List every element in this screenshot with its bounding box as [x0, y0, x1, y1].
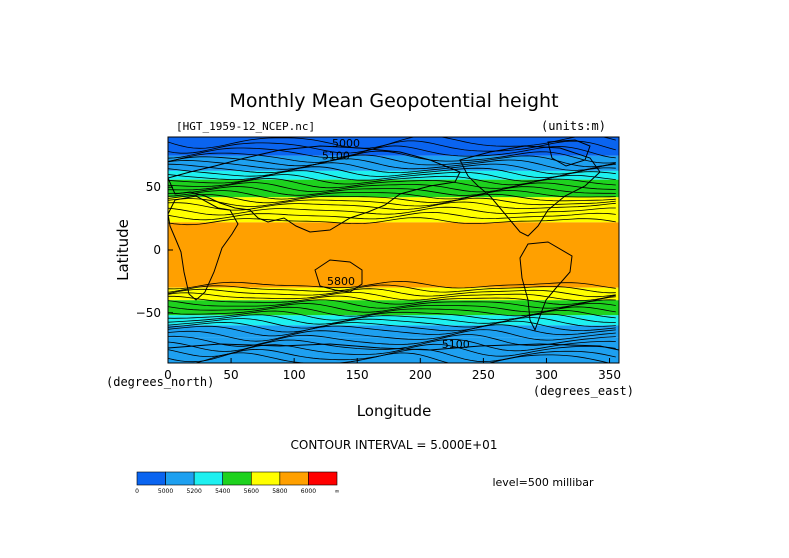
contour-label-0: 5000 — [332, 137, 360, 150]
contour-line-25 — [168, 299, 616, 309]
y-tick-label-1: 0 — [153, 243, 161, 257]
contour-label-3: 5100 — [442, 338, 470, 351]
contour-line-2 — [168, 145, 616, 159]
continent-south-america — [519, 241, 573, 332]
contour-line-10 — [168, 178, 616, 189]
color-band-1 — [168, 155, 619, 171]
contour-line-16 — [168, 201, 616, 211]
contour-interval-text: CONTOUR INTERVAL = 5.000E+01 — [291, 438, 498, 452]
contour-line-21 — [168, 284, 616, 294]
contour-line-22 — [168, 288, 616, 298]
y-axis-label: Latitude — [114, 219, 132, 281]
contour-line-34 — [168, 334, 616, 347]
colorbar-label-4: 5600 — [244, 488, 259, 495]
contour-line-18 — [168, 211, 616, 221]
continent-greenland — [547, 139, 591, 167]
colorbar-label-1: 5000 — [158, 488, 173, 495]
contour-line-15 — [168, 197, 616, 207]
x-tick-label-5: 250 — [472, 368, 495, 382]
color-band-2 — [168, 170, 619, 180]
contour-line-11 — [168, 182, 616, 193]
contour-line-14 — [168, 193, 616, 204]
contour-line-1 — [168, 140, 616, 154]
contour-line-23 — [168, 292, 616, 301]
x-axis-unit: (degrees_east) — [533, 384, 634, 398]
continent-eurasia — [168, 145, 461, 233]
contour-line-24 — [168, 295, 616, 305]
colorbar-label-5: 5800 — [272, 488, 287, 495]
continent-north-america — [459, 145, 601, 237]
contour-line-4 — [168, 154, 616, 168]
contour-line-37 — [168, 348, 616, 363]
contour-lines — [168, 137, 616, 363]
contour-line-20 — [168, 280, 616, 290]
colorbar-swatch-0 — [136, 471, 166, 486]
contour-line-7 — [168, 166, 616, 178]
contour-line-38 — [193, 352, 612, 363]
color-band-4 — [168, 197, 619, 209]
colorbar-swatch-2 — [193, 471, 224, 486]
contour-line-17 — [168, 206, 616, 216]
contour-line-31 — [168, 320, 616, 333]
x-axis-ticks: 0 50 100 150 200 250 300 350 — [164, 358, 621, 382]
contour-line-5 — [168, 158, 616, 171]
continent-africa — [168, 195, 239, 301]
colorbar-swatch-3 — [222, 471, 252, 486]
contour-line-32 — [168, 324, 616, 337]
contour-line-36 — [168, 343, 616, 358]
colorbar-swatch-5 — [279, 471, 309, 486]
x-tick-label-0: 0 — [164, 368, 172, 382]
contour-label-2: 5800 — [327, 275, 355, 288]
y-tick-label-0: −50 — [136, 306, 161, 320]
x-axis-label: Longitude — [357, 402, 432, 420]
colorbar: 0 5000 5200 5400 5600 5800 6000 ∞ — [135, 471, 340, 495]
y-axis-unit: (degrees_north) — [106, 375, 214, 389]
colorbar-label-3: 5400 — [215, 488, 230, 495]
continent-antarctica — [168, 343, 619, 351]
color-bands — [168, 137, 619, 363]
x-tick-label-2: 100 — [283, 368, 306, 382]
color-band-6 — [168, 222, 619, 288]
contour-label-1: 5100 — [322, 150, 350, 163]
level-text: level=500 millibar — [492, 476, 594, 489]
x-tick-label-6: 300 — [535, 368, 558, 382]
y-tick-label-2: 50 — [146, 180, 161, 194]
colorbar-swatch-4 — [250, 471, 281, 486]
contour-line-6 — [168, 162, 616, 175]
contour-line-12 — [168, 186, 616, 196]
colorbar-label-0: 0 — [135, 488, 139, 495]
x-tick-label-7: 350 — [598, 368, 621, 382]
colorbar-label-2: 5200 — [187, 488, 202, 495]
contour-line-3 — [168, 150, 616, 164]
contour-line-29 — [168, 313, 616, 325]
x-tick-label-4: 200 — [409, 368, 432, 382]
chart-subtitle-file: [HGT_1959-12_NCEP.nc] — [176, 120, 315, 133]
colorbar-swatch-6 — [308, 471, 338, 486]
colorbar-label-7: ∞ — [335, 488, 340, 495]
contour-line-30 — [168, 317, 616, 329]
continent-outlines — [168, 139, 619, 351]
chart-subtitle-units: (units:m) — [541, 119, 606, 133]
continent-australia — [314, 259, 363, 293]
contour-line-35 — [168, 338, 616, 352]
x-tick-label-3: 150 — [346, 368, 369, 382]
contour-line-13 — [168, 189, 616, 200]
x-tick-label-1: 50 — [223, 368, 238, 382]
color-band-0 — [168, 137, 619, 156]
colorbar-swatch-1 — [165, 471, 195, 486]
colorbar-label-6: 6000 — [301, 488, 316, 495]
y-axis-ticks: −50 0 50 — [136, 180, 173, 320]
contour-line-33 — [168, 329, 616, 342]
chart-title: Monthly Mean Geopotential height — [229, 90, 558, 112]
